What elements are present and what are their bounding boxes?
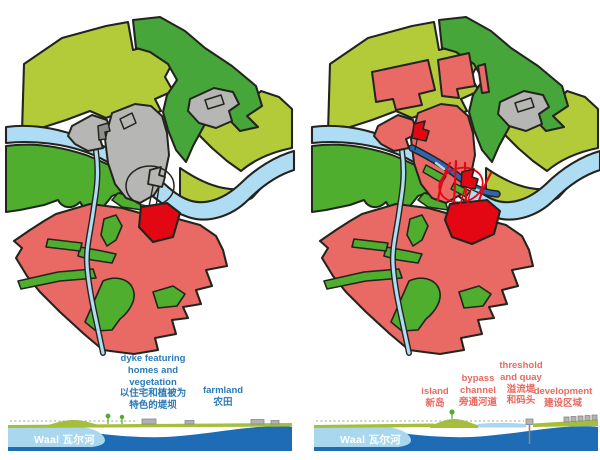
tree-icon [119,414,125,424]
flag-marker-icon [459,168,479,206]
cross-section-right: Waal 瓦尔河 [314,409,598,451]
built-area-details [97,94,225,207]
map-panel-right [310,15,600,354]
section-dyke-mound [42,420,106,426]
city-centre-red [443,198,502,246]
tree-icon [105,413,111,424]
new-development-blocks [371,52,490,204]
waal-river-label: Waal 瓦尔河 [340,433,401,446]
label-dyke-housing: dyke featuring homes and vegetation 以住宅和… [119,353,187,412]
map-panel-left [4,15,296,354]
city-centre-red [137,201,182,244]
building-icon [141,418,280,425]
section-land [8,423,292,428]
label-threshold-quay: threshold and quay 溢流堤 和码头 [499,360,543,407]
cross-section-left: Waal 瓦尔河 [8,413,292,451]
built-detail [514,97,535,113]
label-bypass-channel: bypass channel 旁通河道 [458,373,497,408]
section-bypass-water [478,422,526,428]
building-icon [563,414,598,423]
quay-post [525,418,534,444]
waal-river-label: Waal 瓦尔河 [34,433,95,446]
tree-icon [449,409,455,419]
flag-marker-icon [411,120,430,151]
label-development: development 建设区域 [533,386,593,409]
section-land-left [314,423,434,428]
label-farmland: farmland 农田 [202,385,244,408]
section-island-mound [430,419,478,428]
label-island: island 新岛 [421,386,449,409]
